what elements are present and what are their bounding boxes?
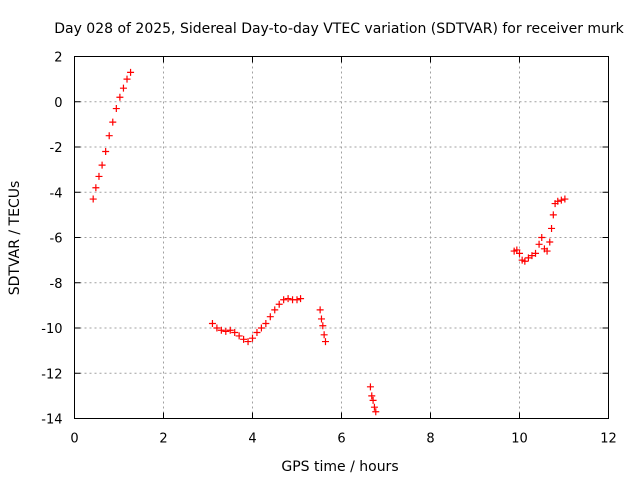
data-segment-5	[510, 195, 569, 265]
data-point	[317, 315, 325, 323]
plot-border	[74, 56, 609, 419]
data-point	[208, 319, 216, 327]
y-tick-label: -2	[50, 141, 63, 156]
data-point	[271, 306, 279, 314]
y-tick-label: -8	[50, 277, 63, 292]
data-point	[557, 196, 565, 204]
data-point	[319, 322, 327, 330]
data-point	[240, 335, 248, 343]
data-point	[253, 329, 261, 337]
data-point	[102, 148, 110, 156]
x-tick-label: 4	[248, 432, 256, 447]
y-tick-label: 0	[54, 96, 62, 111]
data-point	[123, 75, 131, 83]
data-segment-1	[89, 68, 135, 203]
x-tick-label: 2	[159, 432, 167, 447]
y-tick-label: -14	[41, 413, 62, 428]
data-point	[98, 161, 106, 169]
data-point	[546, 238, 554, 246]
chart-title: Day 028 of 2025, Sidereal Day-to-day VTE…	[54, 21, 624, 37]
data-point	[368, 392, 376, 400]
data-point	[257, 324, 265, 332]
x-tick-label: 6	[337, 432, 345, 447]
grid-lines	[74, 56, 609, 419]
data-point	[521, 257, 529, 265]
data-point	[535, 240, 543, 248]
y-axis-label: SDTVAR / TECUs	[7, 181, 23, 296]
data-point	[280, 296, 288, 304]
axis-ticks: 0 2 4 6 8 10 12 -14 -12 -10 -8 -6 -4 -2 0 2	[41, 51, 617, 447]
data-point	[369, 396, 377, 404]
data-point	[109, 118, 117, 126]
data-point	[95, 172, 103, 180]
data-point	[516, 249, 523, 257]
data-segment-4	[366, 383, 380, 416]
data-point	[119, 84, 127, 92]
data-point	[316, 306, 324, 314]
data-point	[321, 338, 329, 346]
data-segment-2	[208, 295, 305, 346]
x-axis-label: GPS time / hours	[281, 459, 398, 475]
data-point	[235, 332, 243, 340]
data-point	[116, 93, 124, 101]
data-point	[222, 327, 230, 335]
data-point	[538, 234, 546, 241]
data-point	[226, 326, 234, 334]
data-point	[366, 383, 374, 391]
x-tick-label: 10	[511, 432, 528, 447]
data-point	[532, 249, 540, 257]
data-point	[524, 254, 532, 262]
data-point	[231, 329, 239, 337]
data-point	[561, 195, 569, 203]
data-point	[297, 295, 305, 303]
data-point	[549, 211, 557, 219]
data-point	[89, 195, 97, 203]
x-tick-label: 0	[70, 432, 78, 447]
y-tick-label: -6	[50, 232, 63, 247]
y-tick-label: -12	[41, 367, 62, 382]
data-point	[217, 326, 225, 334]
data-point	[127, 68, 135, 76]
data-point	[320, 331, 328, 339]
data-point	[543, 247, 551, 255]
data-point	[92, 184, 100, 192]
data-point	[293, 296, 301, 304]
data-point	[213, 324, 221, 332]
data-point	[266, 313, 274, 321]
y-tick-label: -10	[41, 322, 62, 337]
data-point	[262, 319, 270, 327]
data-point	[275, 300, 283, 308]
data-point	[548, 224, 556, 232]
data-point	[372, 408, 380, 416]
y-tick-label: -4	[50, 186, 63, 201]
y-tick-label: 2	[54, 51, 62, 66]
data-point	[528, 252, 536, 260]
data-segment-3	[316, 306, 329, 346]
data-points	[89, 68, 569, 416]
data-point	[554, 197, 562, 205]
x-tick-label: 8	[426, 432, 434, 447]
data-point	[284, 295, 292, 303]
data-point	[249, 334, 256, 342]
data-point	[244, 338, 252, 346]
data-point	[112, 105, 120, 113]
data-point	[370, 403, 378, 411]
x-tick-label: 12	[600, 432, 617, 447]
data-point	[105, 132, 113, 140]
